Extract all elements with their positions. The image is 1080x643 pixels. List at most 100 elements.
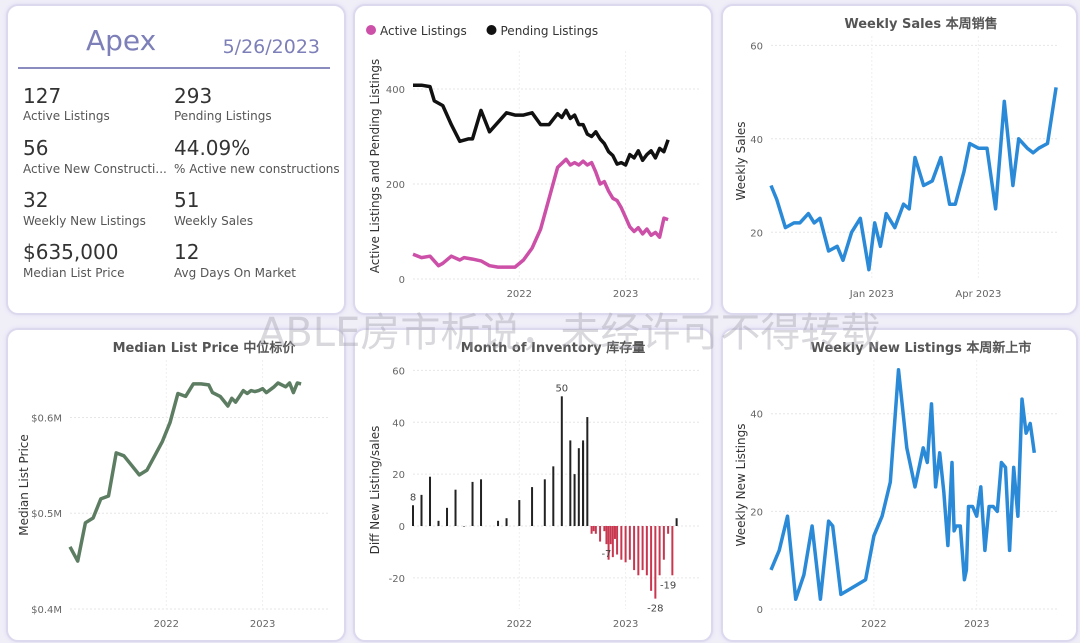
median-price-chart-card: Median List Price 中位标价 $0.4M $0.5M $0.6M 202… bbox=[6, 328, 346, 642]
legend-marker bbox=[366, 25, 376, 35]
x-tick-label: 2023 bbox=[613, 289, 638, 300]
legend-label: Active Listings bbox=[380, 24, 467, 38]
bar bbox=[497, 520, 500, 526]
active-listings-label: Active Listings bbox=[23, 109, 110, 123]
median-price-chart: Median List Price 中位标价 $0.4M $0.5M $0.6M 202… bbox=[17, 340, 330, 630]
bar bbox=[624, 526, 627, 563]
legend-marker bbox=[486, 25, 497, 35]
y-tick-label: 20 bbox=[750, 228, 763, 239]
bar bbox=[552, 466, 555, 526]
bar bbox=[671, 526, 674, 576]
bar bbox=[463, 526, 466, 527]
y-tick-label: 400 bbox=[386, 85, 405, 96]
bar bbox=[607, 526, 610, 560]
bar bbox=[599, 526, 602, 542]
bar bbox=[454, 489, 457, 526]
report-date: 5/26/2023 bbox=[222, 36, 320, 58]
data-label: -28 bbox=[647, 604, 663, 615]
bar bbox=[613, 526, 616, 539]
y-axis-label: Weekly Sales bbox=[734, 121, 748, 200]
y-tick-label: -20 bbox=[389, 574, 405, 585]
chart-title: Month of Inventory 库存量 bbox=[461, 340, 645, 356]
y-tick-label: $0.6M bbox=[31, 413, 62, 424]
weekly-sales-label: Weekly Sales bbox=[174, 214, 254, 228]
x-tick-label: 2022 bbox=[507, 619, 532, 630]
bar bbox=[616, 526, 619, 555]
y-tick-label: 40 bbox=[750, 135, 763, 146]
y-tick-label: 20 bbox=[750, 507, 763, 518]
month-inventory-chart: Month of Inventory 库存量 -20 0 20 40 60 2022 2023… bbox=[368, 340, 700, 630]
median-list-price-value: $635,000 bbox=[23, 240, 119, 264]
bar bbox=[637, 526, 640, 576]
weekly-sales-chart: Weekly Sales 本周销售 20 40 60 Jan 2023 Apr 2023 W… bbox=[734, 16, 1059, 300]
bar bbox=[654, 526, 657, 599]
chart-title: Weekly New Listings 本周新上市 bbox=[811, 340, 1032, 356]
y-tick-label: 40 bbox=[392, 418, 405, 429]
series-line-0 bbox=[769, 368, 1037, 601]
y-axis-label: Weekly New Listings bbox=[734, 424, 748, 547]
x-tick-label: 2022 bbox=[154, 619, 179, 630]
y-tick-label: 60 bbox=[392, 366, 405, 377]
series-line-0 bbox=[68, 381, 302, 563]
y-tick-label: 200 bbox=[386, 180, 405, 191]
bar bbox=[569, 440, 572, 526]
x-tick-label: 2023 bbox=[613, 619, 638, 630]
bar bbox=[633, 526, 636, 571]
bar bbox=[573, 474, 576, 526]
bar bbox=[650, 526, 653, 591]
active-listings-value: 127 bbox=[23, 84, 62, 108]
kpi-card: Apex 5/26/2023 127 Active Listings 293 P… bbox=[6, 4, 346, 315]
active-new-construction-label: Active New Constructi... bbox=[23, 162, 167, 176]
active-pending-chart-card: 0 200 400 2022 2023 Active Listings and Pendi… bbox=[353, 4, 713, 315]
data-label: -7 bbox=[601, 549, 611, 560]
y-tick-label: 0 bbox=[399, 522, 405, 533]
weekly-new-listings-label: Weekly New Listings bbox=[23, 214, 146, 228]
y-axis-label: Diff New Listing/sales bbox=[368, 426, 382, 555]
x-tick-label: Apr 2023 bbox=[955, 289, 1001, 300]
x-tick-label: 2022 bbox=[507, 289, 532, 300]
bar bbox=[611, 526, 614, 558]
bar bbox=[592, 526, 595, 532]
bar bbox=[603, 526, 606, 532]
bar bbox=[605, 526, 608, 545]
bar bbox=[518, 500, 521, 526]
bar bbox=[667, 526, 670, 534]
bar bbox=[560, 396, 563, 526]
bar bbox=[543, 479, 546, 526]
data-label: -19 bbox=[660, 580, 676, 591]
y-tick-label: 0 bbox=[399, 275, 405, 286]
active-new-construction-value: 56 bbox=[23, 136, 49, 160]
y-axis-label: Active Listings and Pending Listings bbox=[368, 59, 382, 274]
active-pending-chart: 0 200 400 2022 2023 Active Listings and Pendi… bbox=[366, 24, 700, 300]
bar bbox=[505, 518, 508, 526]
x-tick-label: 2023 bbox=[250, 619, 275, 630]
bar bbox=[429, 476, 432, 526]
x-tick-label: 2022 bbox=[861, 619, 886, 630]
series-line-0 bbox=[412, 157, 669, 269]
bar bbox=[446, 507, 449, 526]
bar bbox=[471, 481, 474, 526]
chart-title: Median List Price 中位标价 bbox=[113, 340, 297, 356]
weekly-new-listings-chart-card: Weekly New Listings 本周新上市 0 20 40 2022 2023 We… bbox=[721, 328, 1078, 642]
y-tick-label: $0.4M bbox=[31, 605, 62, 616]
pct-new-construction-value: 44.09% bbox=[174, 136, 251, 160]
bar bbox=[577, 448, 580, 526]
bar bbox=[412, 505, 414, 526]
data-label: 50 bbox=[555, 383, 568, 394]
x-tick-label: Jan 2023 bbox=[849, 289, 894, 300]
legend-label: Pending Listings bbox=[501, 24, 599, 38]
brand-title: Apex bbox=[86, 24, 157, 57]
data-label: 8 bbox=[410, 492, 416, 503]
divider bbox=[18, 67, 330, 69]
y-axis-label: Median List Price bbox=[17, 434, 31, 536]
y-tick-label: 0 bbox=[757, 605, 763, 616]
series-line-0 bbox=[769, 87, 1058, 272]
bar bbox=[531, 487, 534, 526]
series-line-1 bbox=[413, 83, 670, 167]
bar bbox=[594, 526, 597, 534]
bar bbox=[658, 526, 661, 576]
chart-title: Weekly Sales 本周销售 bbox=[844, 16, 997, 32]
weekly-sales-chart-card: Weekly Sales 本周销售 20 40 60 Jan 2023 Apr 2023 W… bbox=[721, 4, 1078, 315]
bar bbox=[628, 526, 631, 560]
weekly-sales-value: 51 bbox=[174, 188, 200, 212]
